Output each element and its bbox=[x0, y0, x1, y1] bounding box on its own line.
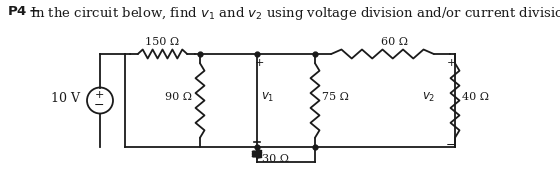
Text: 10 V: 10 V bbox=[51, 92, 80, 105]
Text: +: + bbox=[254, 58, 264, 68]
Text: $v_2$: $v_2$ bbox=[422, 91, 435, 104]
Text: 150 Ω: 150 Ω bbox=[146, 37, 180, 47]
Text: 90 Ω: 90 Ω bbox=[165, 93, 192, 103]
Text: $\bf{P4-}$: $\bf{P4-}$ bbox=[7, 5, 40, 18]
Text: 75 Ω: 75 Ω bbox=[322, 93, 349, 103]
Text: +: + bbox=[446, 58, 456, 68]
Text: −: − bbox=[446, 139, 456, 152]
Text: In the circuit below, find $v_1$ and $v_2$ using voltage division and/or current: In the circuit below, find $v_1$ and $v_… bbox=[30, 5, 560, 22]
Text: 30 Ω: 30 Ω bbox=[262, 153, 289, 164]
Text: 60 Ω: 60 Ω bbox=[381, 37, 408, 47]
Text: +: + bbox=[94, 90, 104, 100]
Text: $v_1$: $v_1$ bbox=[261, 91, 274, 104]
Text: −: − bbox=[94, 99, 104, 112]
Text: 40 Ω: 40 Ω bbox=[462, 93, 489, 103]
